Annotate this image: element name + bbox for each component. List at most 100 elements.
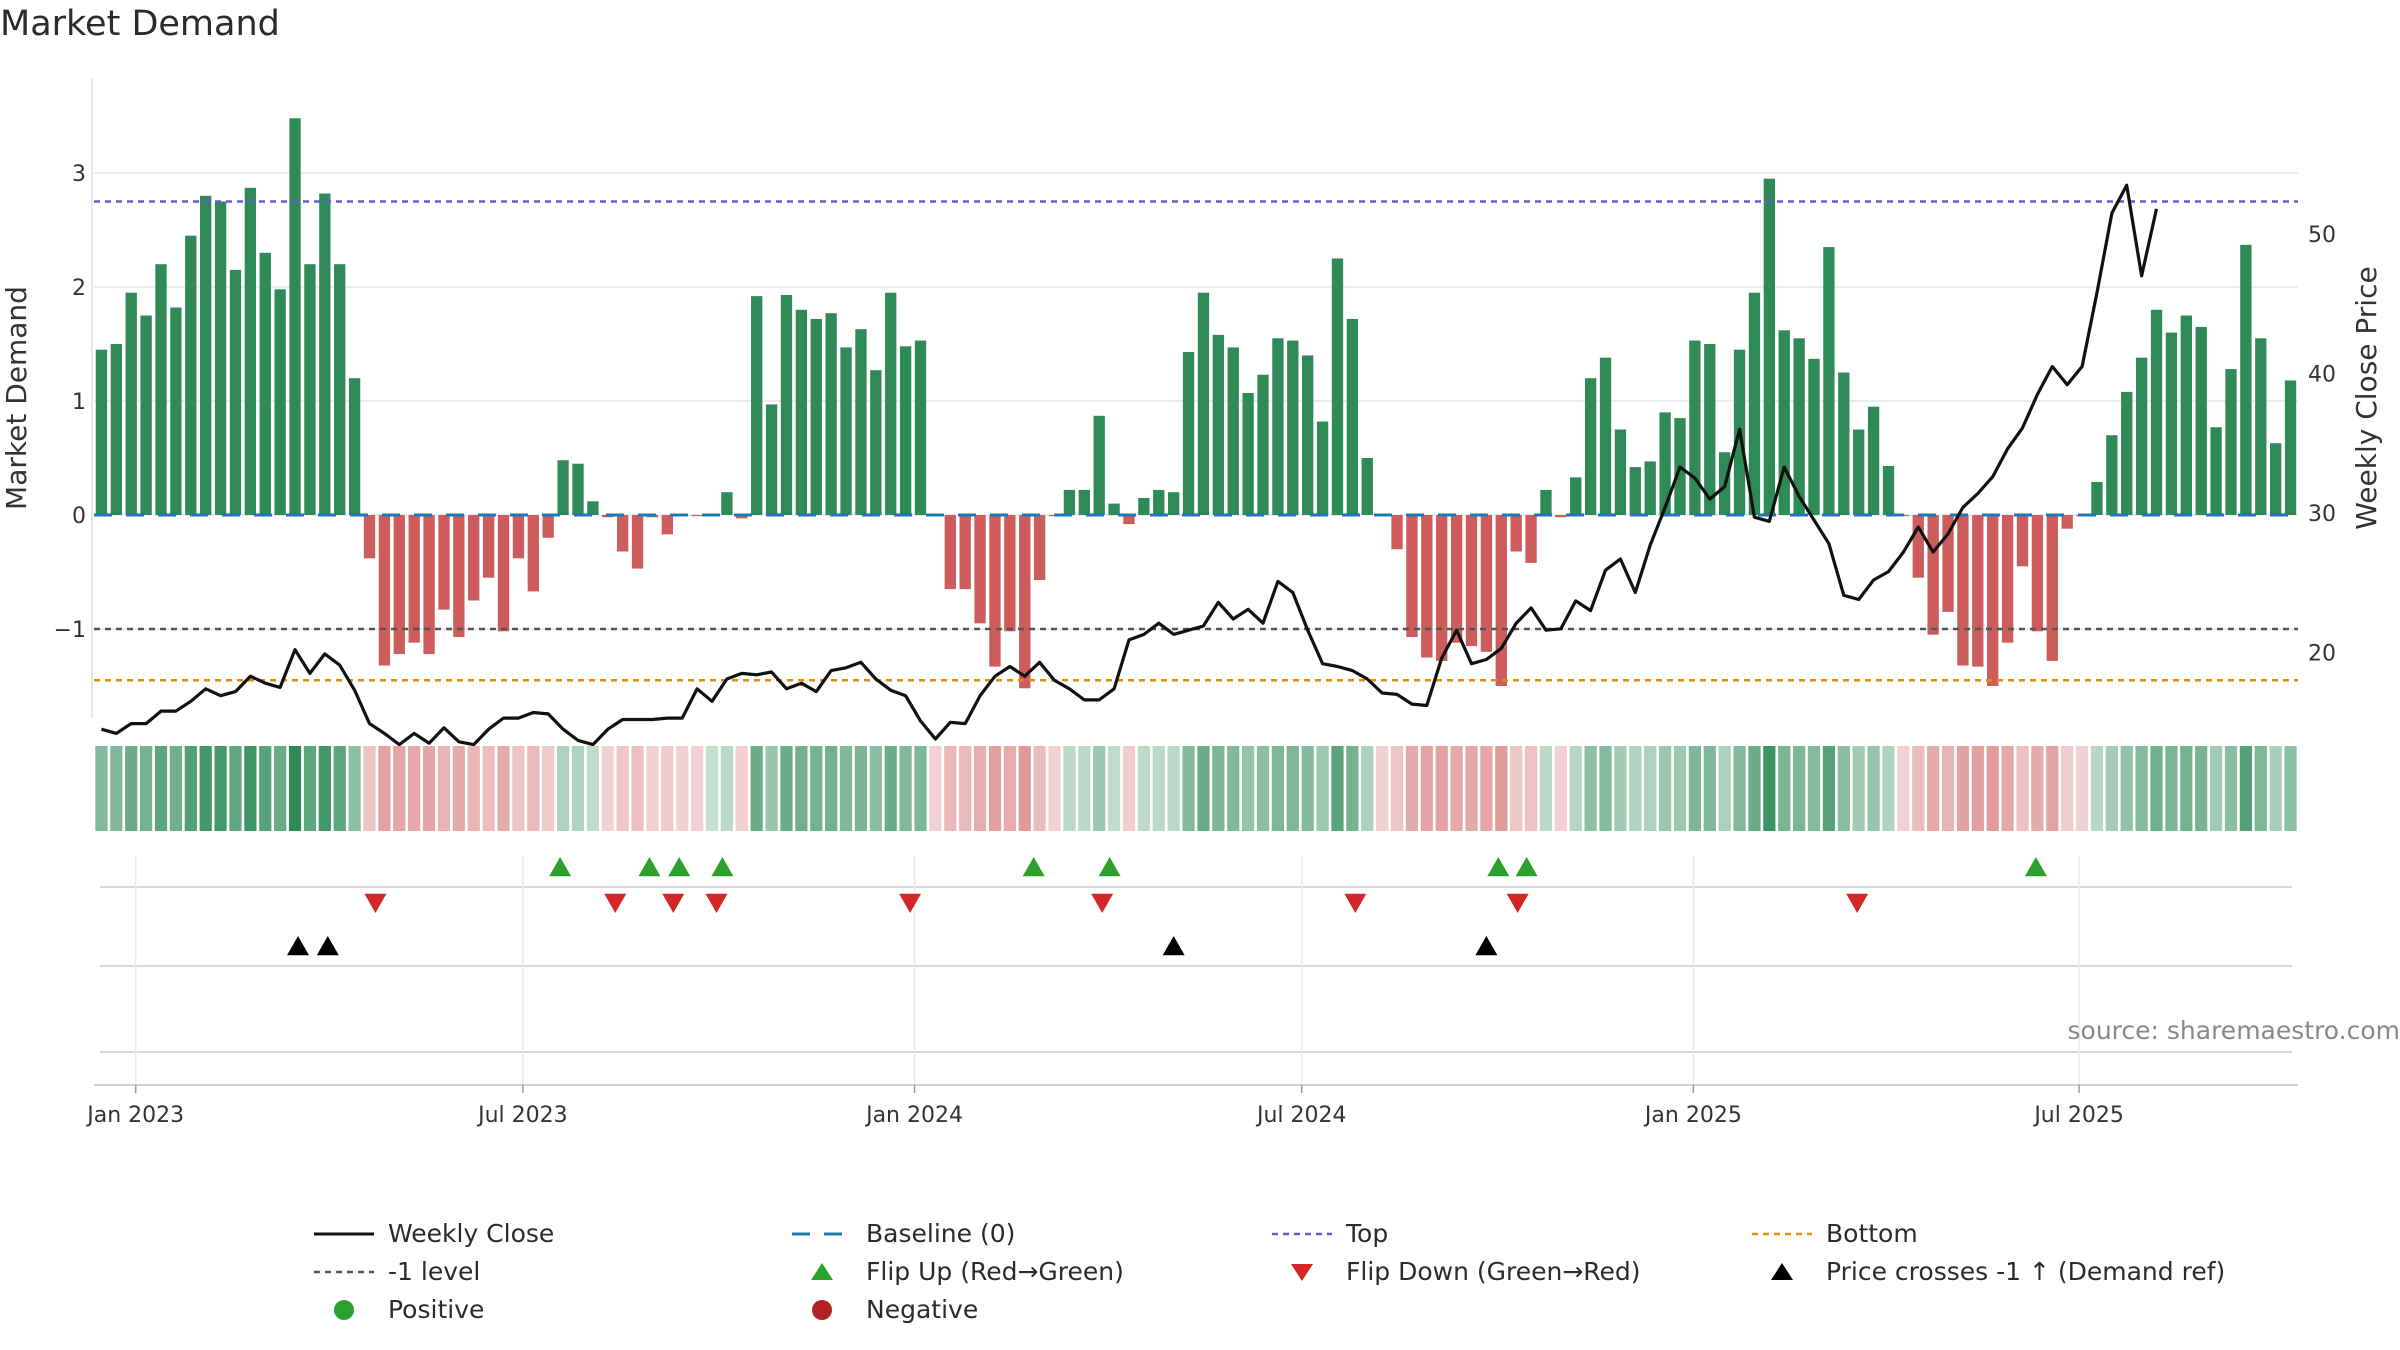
demand-bar: [1480, 515, 1493, 652]
demand-bar: [1406, 515, 1418, 637]
heat-cell: [2284, 746, 2297, 831]
demand-bar: [244, 187, 257, 515]
demand-bar: [378, 515, 391, 666]
demand-bar: [1123, 515, 1135, 525]
heat-cell: [1941, 746, 1955, 831]
heat-cell: [1048, 746, 1061, 831]
demand-bar: [1778, 330, 1790, 515]
heat-cell: [973, 746, 987, 831]
heat-cell: [2195, 746, 2208, 831]
heat-cell: [720, 746, 734, 831]
heat-cell: [1316, 746, 1329, 831]
demand-bar: [691, 515, 703, 517]
heat-cell: [959, 746, 972, 831]
flip-up-marker: [638, 857, 661, 877]
demand-bar: [2180, 315, 2192, 515]
demand-bar: [497, 515, 510, 632]
demand-bar: [1942, 515, 1954, 612]
heat-cell: [1480, 746, 1493, 831]
heat-cell: [1584, 746, 1597, 831]
heat-cell: [2120, 746, 2133, 831]
heat-cell: [2165, 746, 2178, 831]
y-tick-label: 1: [72, 390, 86, 415]
demand-bar: [2255, 338, 2267, 515]
heat-cell: [482, 746, 495, 831]
heat-cell: [184, 746, 197, 831]
heat-cell: [1286, 746, 1299, 831]
demand-bar: [1316, 421, 1329, 515]
heat-cell: [1018, 746, 1031, 831]
heat-cell: [616, 746, 629, 831]
heat-cell: [988, 746, 1002, 831]
heat-cell: [1912, 746, 1925, 831]
negative-legend-icon: [812, 1299, 832, 1320]
x-tick-label: Jan 2024: [864, 1103, 963, 1128]
demand-bar: [1346, 318, 1359, 515]
heat-cell: [259, 746, 272, 831]
heat-cell: [2090, 746, 2104, 831]
heat-cell: [1093, 746, 1106, 831]
legend-label: -1 level: [388, 1257, 481, 1286]
demand-bar: [2210, 427, 2222, 515]
heat-cell: [1986, 746, 1999, 831]
heat-cell: [1256, 746, 1270, 831]
heat-cell: [1733, 746, 1746, 831]
heat-cell: [154, 746, 168, 831]
demand-bar: [274, 289, 286, 515]
demand-bar: [914, 340, 927, 515]
flip-down-marker: [1344, 893, 1367, 913]
heat-cell: [676, 746, 689, 831]
flip-down-marker: [705, 893, 728, 913]
demand-bar: [1644, 461, 1656, 515]
heat-cell: [288, 746, 302, 831]
heat-cell: [810, 746, 823, 831]
heat-cell: [735, 746, 748, 831]
demand-bar: [2195, 326, 2207, 515]
y2-axis-label: Weekly Close Price: [2350, 266, 2383, 529]
heat-cell: [1956, 746, 1970, 831]
heat-cell: [1793, 746, 1806, 831]
demand-bar: [438, 515, 450, 610]
cross-legend-icon: [1771, 1262, 1793, 1280]
legend-label: Price crosses -1 ↑ (Demand ref): [1826, 1257, 2226, 1286]
heat-cell: [1033, 746, 1046, 831]
demand-bar: [1629, 467, 1641, 515]
legend-label: Top: [1346, 1219, 1389, 1248]
demand-bar: [1584, 378, 1597, 515]
heat-cell: [2061, 746, 2074, 831]
heat-cell: [1182, 746, 1195, 831]
heat-cell: [691, 746, 704, 831]
heat-cell: [1242, 746, 1255, 831]
demand-bar: [2121, 391, 2133, 515]
demand-bar: [1867, 406, 1880, 515]
heat-cell: [1212, 746, 1225, 831]
demand-bar: [825, 313, 837, 515]
heat-cell: [1539, 746, 1553, 831]
heat-cell: [1107, 746, 1121, 831]
demand-bar: [1704, 344, 1716, 515]
demand-bar: [617, 515, 629, 552]
heat-cell: [1718, 746, 1731, 831]
demand-bar: [1019, 515, 1031, 689]
heat-cell: [556, 746, 570, 831]
demand-bar: [2150, 309, 2163, 515]
heat-cell: [229, 746, 242, 831]
flip-up-marker: [2024, 857, 2047, 877]
demand-bar: [1093, 415, 1105, 515]
demand-bar: [1927, 515, 1939, 635]
heat-cell: [1435, 746, 1448, 831]
demand-bar: [2225, 369, 2237, 515]
demand-bar: [423, 515, 435, 655]
heat-cell: [1063, 746, 1076, 831]
demand-bar: [1882, 465, 1895, 515]
legend: Weekly Close Baseline (0) Top Bottom -1 leve…: [0, 1205, 2400, 1335]
heat-cell: [1807, 746, 1821, 831]
heat-cell: [1554, 746, 1567, 831]
heat-cell: [1122, 746, 1136, 831]
demand-bar: [2091, 481, 2103, 515]
flip-down-marker: [1091, 893, 1114, 913]
positive-legend-icon: [334, 1299, 354, 1320]
demand-bar: [1510, 515, 1522, 552]
baseline-legend-icon: [792, 1232, 852, 1235]
demand-bar: [1272, 338, 1284, 515]
